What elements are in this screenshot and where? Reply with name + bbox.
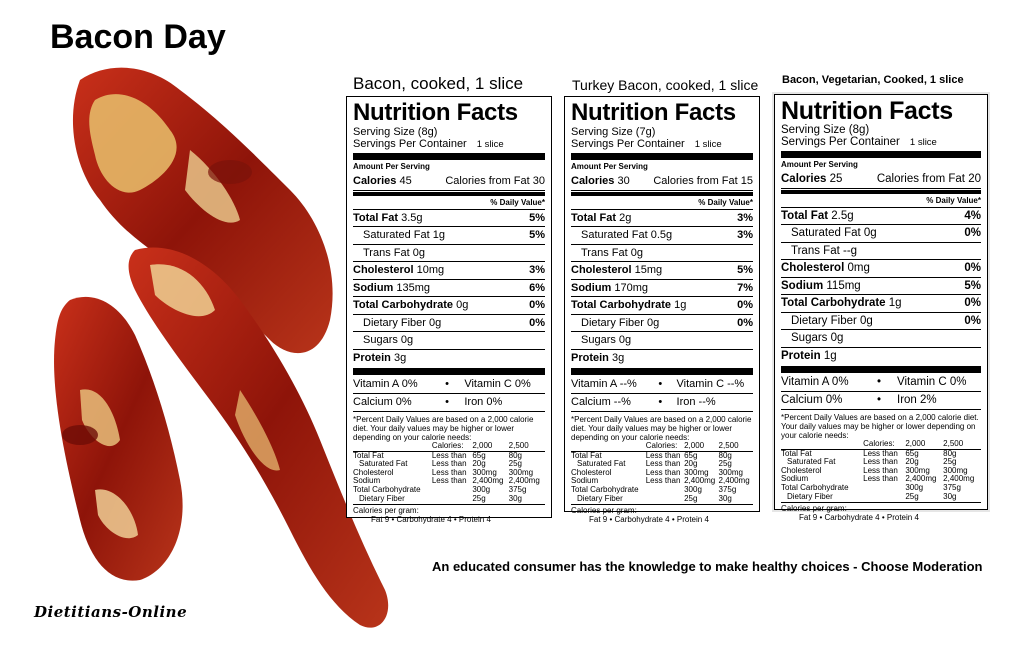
nutrition-facts-title: Nutrition Facts — [353, 99, 518, 126]
amount-per-serving: Amount Per Serving — [353, 162, 430, 171]
footnote-table-row: Total Fat Less than 65g 80g — [571, 450, 732, 460]
total-fat-row: Total Fat 2.5g 4% — [781, 208, 981, 225]
calories-row: Calories 45 Calories from Fat 30 — [353, 173, 545, 191]
dietary-fiber-row: Dietary Fiber 0g 0% — [571, 315, 753, 332]
footnote-table-row: Dietary Fiber 25g 30g — [359, 493, 523, 503]
footnote-table-row: Total Carbohydrate 300g 375g — [571, 484, 737, 494]
total-carbohydrate-row: Total Carbohydrate 1g 0% — [781, 295, 981, 313]
daily-value-footnote: *Percent Daily Values are based on a 2,0… — [353, 415, 534, 442]
serving-size: Serving Size (8g) — [781, 124, 870, 136]
calories-row: Calories 25 Calories from Fat 20 — [781, 171, 981, 189]
calories-per-gram: Calories per gram: Fat 9 • Carbohydrate … — [353, 504, 545, 524]
protein-row: Protein 3g — [571, 351, 625, 364]
sugars-row: Sugars 0g — [781, 330, 981, 348]
footnote-table-header: Calories: 2,000 2,500 — [353, 441, 545, 452]
footnote-table-row: Cholesterol Less than 300mg 300mg — [571, 467, 743, 477]
footnote-table: Calories: 2,000 2,500 Total Fat Less than… — [353, 441, 545, 503]
calories-per-gram: Calories per gram: Fat 9 • Carbohydrate … — [781, 502, 981, 522]
sugars-row: Sugars 0g — [353, 332, 545, 350]
footnote-table-row: Saturated Fat Less than 20g 25g — [577, 459, 732, 469]
credit-signature: Dietitians-Online — [34, 603, 188, 621]
amount-per-serving: Amount Per Serving — [571, 162, 648, 171]
cholesterol-row: Cholesterol 0mg 0% — [781, 260, 981, 278]
label-caption-bacon: Bacon, cooked, 1 slice — [353, 74, 524, 93]
daily-value-footnote: *Percent Daily Values are based on a 2,0… — [571, 415, 752, 442]
footnote-table-row: Sodium Less than 2,400mg 2,400mg — [353, 476, 540, 486]
protein-row: Protein 3g — [353, 351, 407, 364]
trans-fat-row: Trans Fat 0g — [353, 245, 545, 262]
footnote-table-row: Dietary Fiber 25g 30g — [577, 493, 732, 503]
sugars-row: Sugars 0g — [571, 332, 753, 350]
dietary-fiber-row: Dietary Fiber 0g 0% — [353, 315, 545, 332]
page-title: Bacon Day — [50, 18, 226, 56]
footnote-table-row: Sodium Less than 2,400mg 2,400mg — [571, 476, 750, 486]
footnote-table-row: Saturated Fat Less than 20g 25g — [787, 457, 957, 467]
sodium-row: Sodium 170mg 7% — [571, 280, 753, 297]
calories-row: Calories 30 Calories from Fat 15 — [571, 173, 753, 191]
total-fat-row: Total Fat 2g 3% — [571, 210, 753, 227]
footnote-table-row: Total Fat Less than 65g 80g — [781, 448, 957, 458]
minerals-row: Calcium 0% • Iron 0% — [353, 394, 545, 412]
daily-value-header: % Daily Value* — [781, 195, 981, 208]
sodium-row: Sodium 135mg 6% — [353, 280, 545, 297]
vitamins-row: Vitamin A --% • Vitamin C --% — [571, 376, 753, 394]
footnote-table-row: Dietary Fiber 25g 30g — [787, 491, 957, 501]
daily-value-header: % Daily Value* — [353, 197, 545, 210]
servings-per-container: Servings Per Container 1 slice — [781, 136, 937, 148]
footnote-table-row: Total Carbohydrate 300g 375g — [353, 484, 527, 494]
footnote-table-header: Calories: 2,000 2,500 — [571, 441, 753, 452]
cholesterol-row: Cholesterol 10mg 3% — [353, 262, 545, 280]
serving-size: Serving Size (7g) — [571, 126, 656, 138]
footnote-table-row: Cholesterol Less than 300mg 300mg — [781, 465, 968, 475]
footnote-table-row: Total Carbohydrate 300g 375g — [781, 482, 961, 492]
saturated-fat-row: Saturated Fat 0.5g 3% — [571, 227, 753, 245]
nutrition-facts-title: Nutrition Facts — [781, 97, 953, 125]
nutrition-label-turkey-bacon: Nutrition Facts Serving Size (7g) Servin… — [564, 96, 760, 524]
total-fat-row: Total Fat 3.5g 5% — [353, 210, 545, 227]
trans-fat-row: Trans Fat 0g — [571, 245, 753, 262]
bacon-image — [54, 67, 389, 628]
amount-per-serving: Amount Per Serving — [781, 160, 858, 169]
daily-value-header: % Daily Value* — [571, 197, 753, 210]
label-caption-turkey-bacon: Turkey Bacon, cooked, 1 slice — [572, 77, 759, 93]
trans-fat-row: Trans Fat --g — [781, 243, 981, 260]
footnote-table-row: Total Fat Less than 65g 80g — [353, 450, 523, 460]
footnote-table-row: Sodium Less than 2,400mg 2,400mg — [781, 474, 975, 484]
saturated-fat-row: Saturated Fat 0g 0% — [781, 225, 981, 243]
servings-per-container: Servings Per Container 1 slice — [353, 138, 504, 150]
tagline: An educated consumer has the knowledge t… — [432, 559, 983, 574]
footnote-table: Calories: 2,000 2,500 Total Fat Less than… — [571, 441, 753, 503]
saturated-fat-row: Saturated Fat 1g 5% — [353, 227, 545, 245]
footnote-table-header: Calories: 2,000 2,500 — [781, 439, 981, 450]
serving-size: Serving Size (8g) — [353, 126, 438, 138]
label-caption-vegetarian-bacon: Bacon, Vegetarian, Cooked, 1 slice — [782, 74, 964, 86]
vitamins-row: Vitamin A 0% • Vitamin C 0% — [781, 374, 981, 392]
protein-row: Protein 1g — [781, 349, 837, 362]
nutrition-label-bacon: Nutrition Facts Serving Size (8g) Servin… — [346, 96, 552, 524]
dietary-fiber-row: Dietary Fiber 0g 0% — [781, 313, 981, 330]
footnote-table: Calories: 2,000 2,500 Total Fat Less than… — [781, 439, 981, 501]
vitamins-row: Vitamin A 0% • Vitamin C 0% — [353, 376, 545, 394]
total-carbohydrate-row: Total Carbohydrate 1g 0% — [571, 297, 753, 315]
daily-value-footnote: *Percent Daily Values are based on a 2,0… — [781, 413, 979, 440]
minerals-row: Calcium --% • Iron --% — [571, 394, 753, 412]
nutrition-label-vegetarian-bacon: Nutrition Facts Serving Size (8g) Servin… — [774, 94, 988, 522]
servings-per-container: Servings Per Container 1 slice — [571, 138, 722, 150]
nutrition-facts-title: Nutrition Facts — [571, 99, 736, 126]
footnote-table-row: Cholesterol Less than 300mg 300mg — [353, 467, 534, 477]
minerals-row: Calcium 0% • Iron 2% — [781, 392, 981, 410]
cholesterol-row: Cholesterol 15mg 5% — [571, 262, 753, 280]
footnote-table-row: Saturated Fat Less than 20g 25g — [359, 459, 523, 469]
sodium-row: Sodium 115mg 5% — [781, 278, 981, 295]
calories-per-gram: Calories per gram: Fat 9 • Carbohydrate … — [571, 504, 753, 524]
total-carbohydrate-row: Total Carbohydrate 0g 0% — [353, 297, 545, 315]
